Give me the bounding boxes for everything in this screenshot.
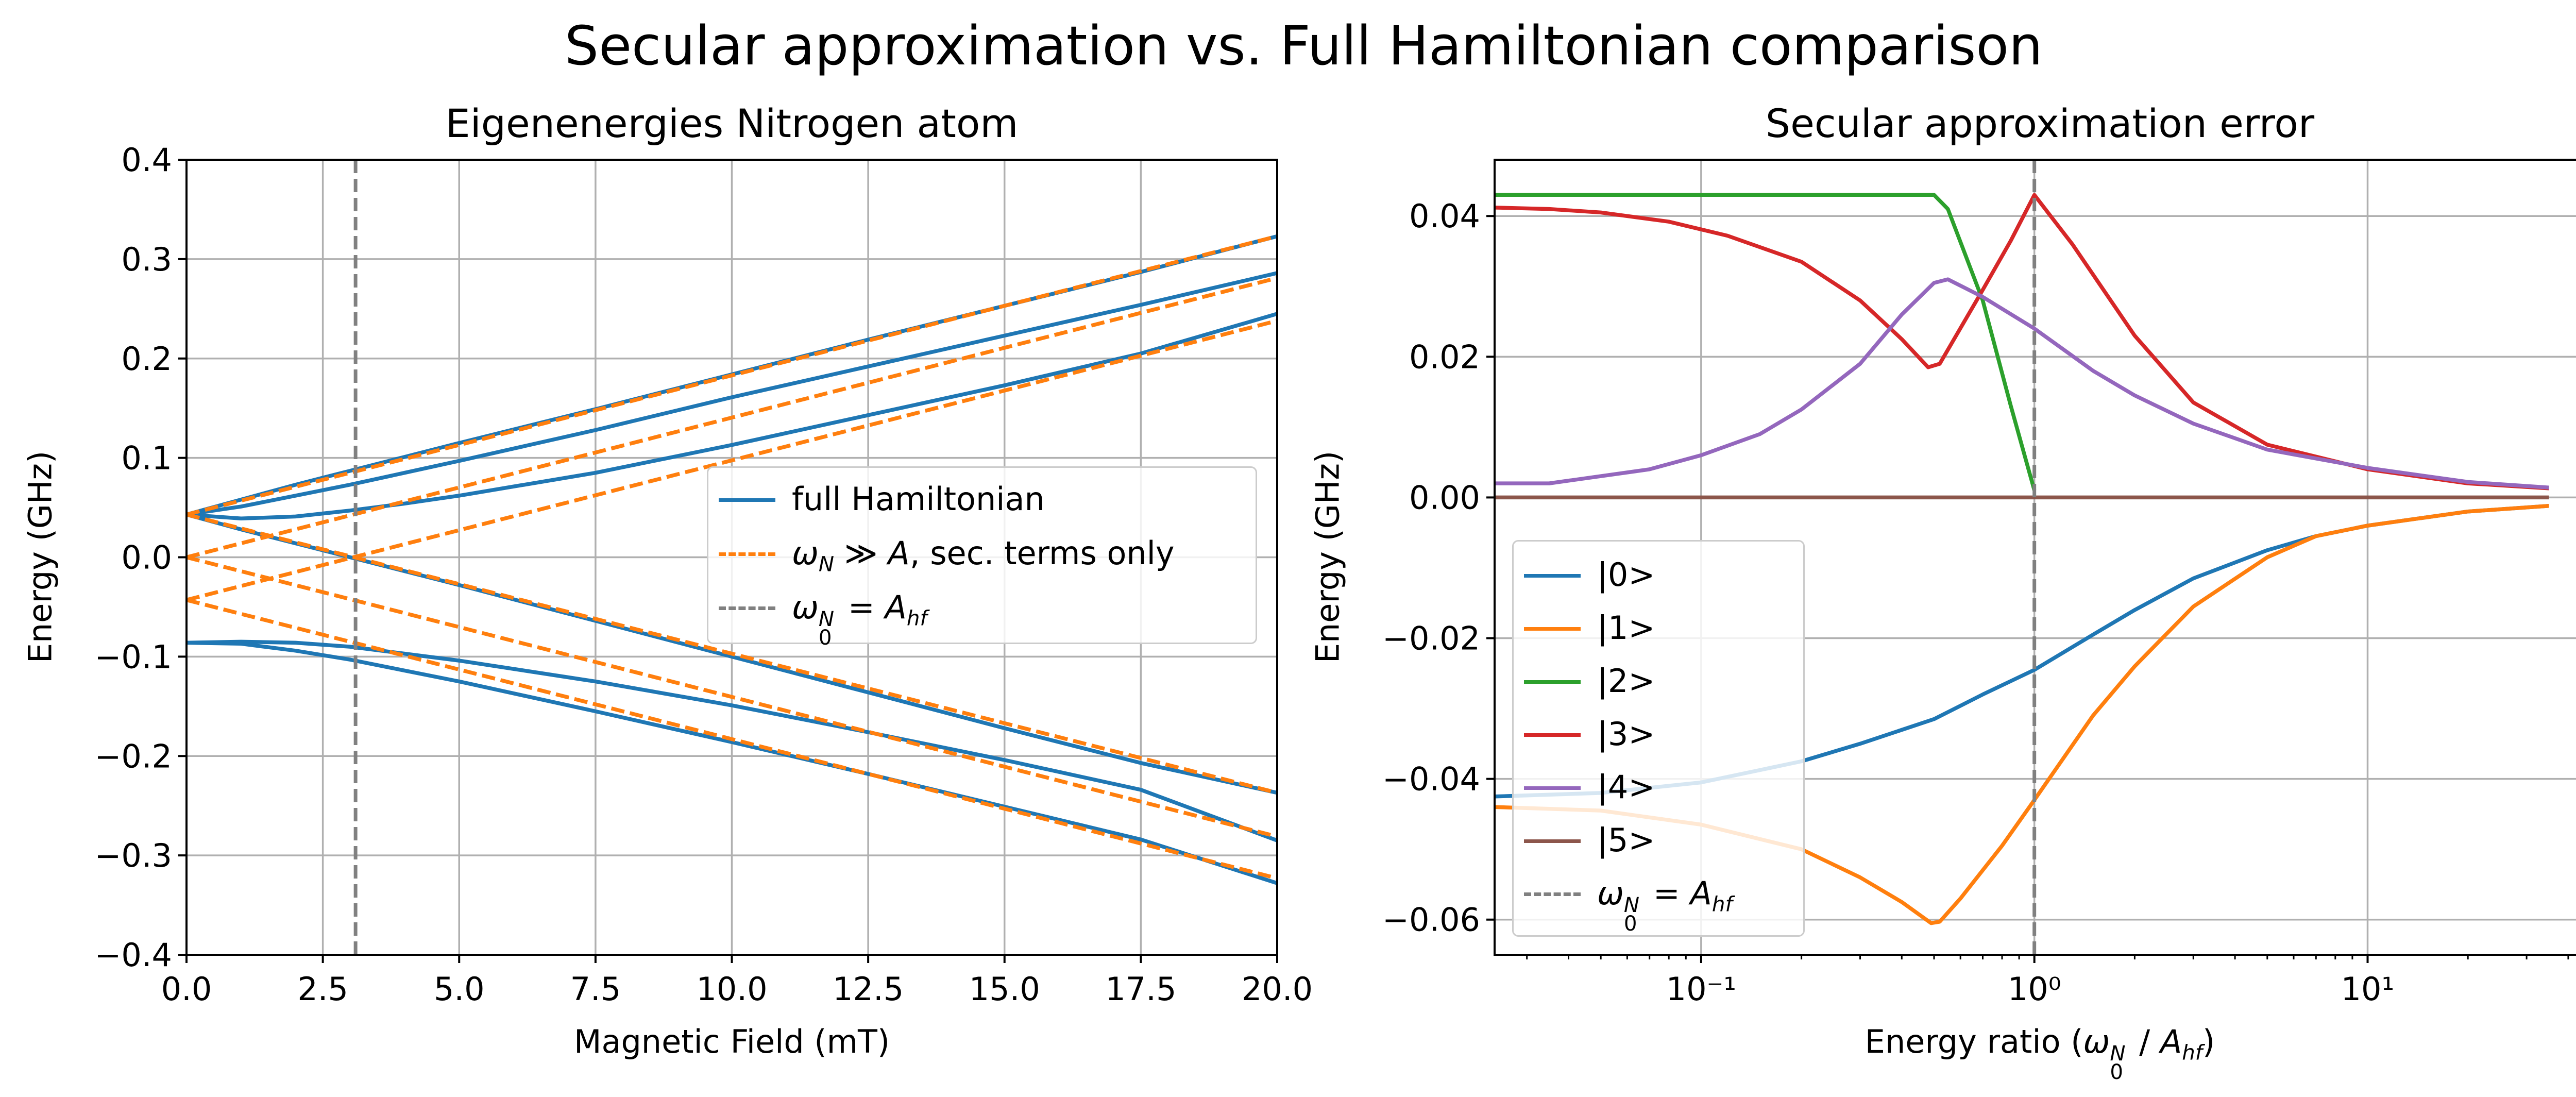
left-series-1-curve-2 bbox=[187, 318, 1277, 602]
right-ytick-label-4: 0.02 bbox=[1409, 338, 1480, 376]
left-series-1-curve-3 bbox=[187, 512, 1277, 795]
left-xtick-label-1: 2.5 bbox=[297, 970, 348, 1008]
left-plot-title: Eigenenergies Nitrogen atom bbox=[445, 100, 1019, 146]
left-plot-ticks: 0.0 2.5 5.0 7.5 10.0 12.5 15.0 17.5 20.0 −0.4 −0.3… bbox=[94, 141, 1313, 1008]
left-plot-ylabel: Energy (GHz) bbox=[21, 450, 59, 664]
left-xtick-label-2: 5.0 bbox=[434, 970, 485, 1008]
right-plot-border bbox=[1494, 159, 2576, 956]
left-series-1-curve-4 bbox=[187, 555, 1277, 839]
left-ytick-label-3: −0.1 bbox=[94, 638, 172, 676]
legend-entry-state-0: |0> bbox=[1514, 551, 1803, 597]
legend-entry-state-5: |5> bbox=[1514, 816, 1803, 863]
left-xtick-label-7: 17.5 bbox=[1105, 970, 1176, 1008]
left-xtick-label-0: 0.0 bbox=[161, 970, 212, 1008]
right-xtick-label-1: 10⁰ bbox=[2008, 970, 2061, 1008]
right-plot-ticks: 10⁻¹ 10⁰ 10¹ −0.06 −0.04 −0.02 0.00 0.02 0.04 bbox=[1382, 197, 2569, 1008]
left-series-1-curve-5 bbox=[187, 598, 1277, 881]
left-xtick-label-8: 20.0 bbox=[1242, 970, 1313, 1008]
left-xtick-label-4: 10.0 bbox=[696, 970, 767, 1008]
right-series-4-curve-0 bbox=[1495, 277, 2549, 490]
left-series-1-curve-0 bbox=[187, 234, 1277, 517]
left-ytick-label-0: −0.4 bbox=[94, 936, 172, 974]
figure-title: Secular approximation vs. Full Hamiltoni… bbox=[565, 14, 2043, 77]
right-ytick-label-0: −0.06 bbox=[1382, 901, 1480, 939]
right-xtick-label-2: 10¹ bbox=[2341, 970, 2395, 1008]
left-ytick-label-8: 0.4 bbox=[121, 141, 172, 179]
left-ytick-label-1: −0.3 bbox=[94, 837, 172, 874]
left-ytick-label-6: 0.2 bbox=[121, 340, 172, 378]
left-series-0-curve-5 bbox=[187, 640, 1277, 885]
left-ytick-label-4: 0.0 bbox=[121, 539, 172, 577]
left-xtick-label-6: 15.0 bbox=[969, 970, 1040, 1008]
right-plot-title: Secular approximation error bbox=[1765, 100, 2315, 146]
left-xtick-label-5: 12.5 bbox=[833, 970, 904, 1008]
right-plot-xlabel: Energy ratio (ω N 0 / Ahf) bbox=[1865, 1023, 2215, 1085]
left-plot-lines bbox=[187, 160, 1277, 955]
left-series-0-curve-1 bbox=[187, 271, 1277, 517]
left-ytick-label-5: 0.1 bbox=[121, 440, 172, 477]
right-ytick-label-1: −0.04 bbox=[1382, 761, 1480, 798]
left-plot-xlabel: Magnetic Field (mT) bbox=[573, 1023, 890, 1060]
legend-entry-full-hamiltonian: full Hamiltonian bbox=[708, 475, 1256, 521]
right-ytick-label-3: 0.00 bbox=[1409, 479, 1480, 516]
left-xtick-label-3: 7.5 bbox=[570, 970, 621, 1008]
legend-entry-state-4: |4> bbox=[1514, 763, 1803, 809]
right-plot-frame bbox=[1494, 159, 2576, 956]
right-ytick-label-2: −0.02 bbox=[1382, 620, 1480, 657]
left-series-1-curve-1 bbox=[187, 276, 1277, 560]
right-ytick-label-5: 0.04 bbox=[1409, 197, 1480, 235]
right-xtick-label-0: 10⁻¹ bbox=[1666, 970, 1736, 1008]
legend-entry-state-2: |2> bbox=[1514, 657, 1803, 703]
left-ytick-label-2: −0.2 bbox=[94, 737, 172, 775]
right-series-2-curve-0 bbox=[1495, 193, 2037, 491]
legend-entry-secular: ωN ≫ A, sec. terms only bbox=[708, 529, 1256, 576]
left-series-0-curve-2 bbox=[187, 312, 1277, 521]
legend-entry-state-3: |3> bbox=[1514, 710, 1803, 756]
legend-entry-state-1: |1> bbox=[1514, 604, 1803, 650]
right-plot-ylabel: Energy (GHz) bbox=[1309, 450, 1347, 664]
right-series-3-curve-0 bbox=[1495, 193, 2549, 491]
left-ytick-label-7: 0.3 bbox=[121, 241, 172, 278]
left-plot-legend: full Hamiltonian ωN ≫ A, sec. terms only… bbox=[707, 466, 1257, 650]
left-series-0-curve-4 bbox=[187, 639, 1277, 842]
